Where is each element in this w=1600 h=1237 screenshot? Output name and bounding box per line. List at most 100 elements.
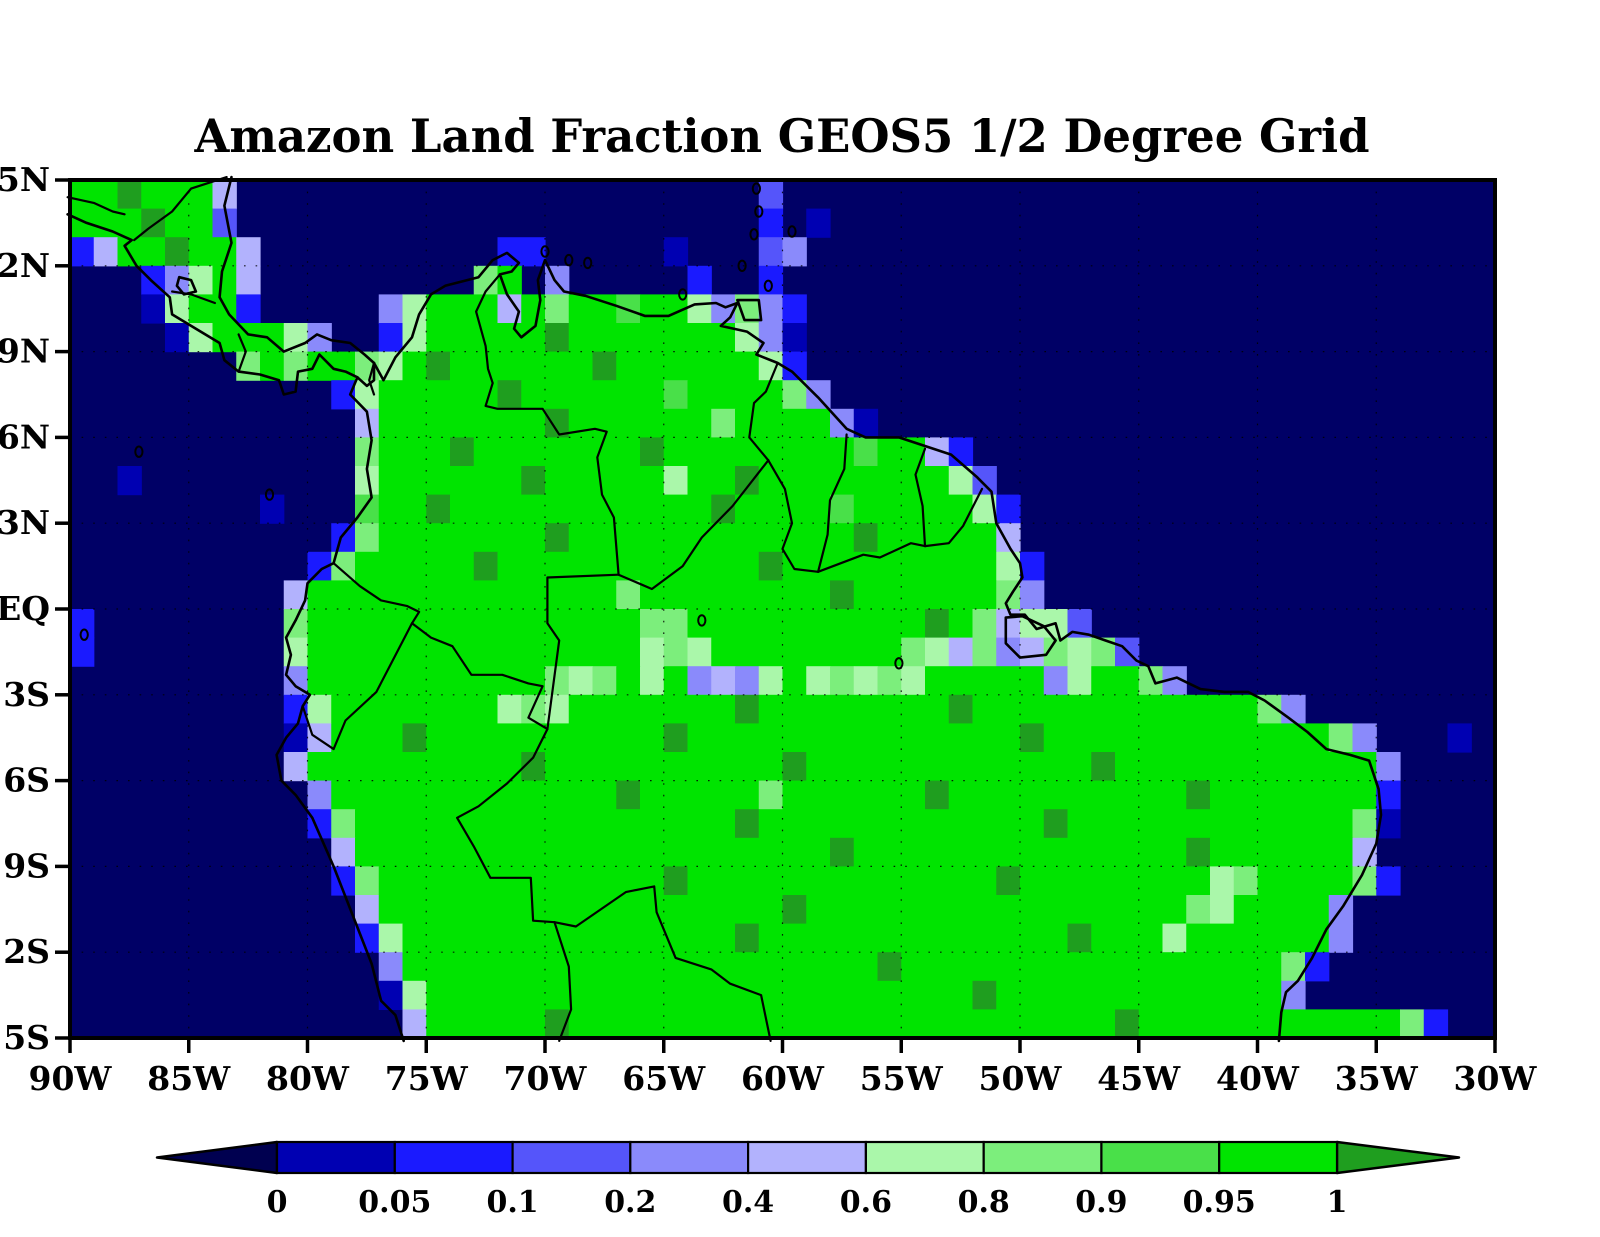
- grid-cell: [735, 666, 760, 696]
- grid-cell: [996, 551, 1021, 581]
- grid-cell: [616, 351, 760, 381]
- grid-cell: [782, 551, 997, 581]
- grid-cell: [877, 666, 902, 696]
- y-axis-label: 9S: [3, 846, 50, 885]
- x-axis-label: 70W: [504, 1059, 588, 1098]
- grid-cell: [117, 466, 142, 496]
- grid-cell: [236, 265, 261, 295]
- grid-cell: [735, 694, 760, 724]
- grid-cell: [141, 208, 166, 238]
- grid-cell: [117, 237, 166, 267]
- grid-cell: [1210, 866, 1235, 896]
- grid-cell: [640, 580, 831, 610]
- grid-cell: [1186, 780, 1211, 810]
- grid-cell: [663, 723, 689, 753]
- grid-cell: [307, 609, 641, 639]
- grid-cell: [853, 437, 879, 467]
- grid-cell: [188, 294, 237, 324]
- country-border: [617, 459, 770, 591]
- grid-cell: [1020, 609, 1069, 639]
- grid-cell: [1043, 723, 1330, 753]
- grid-cell: [640, 780, 760, 810]
- grid-cell: [592, 351, 617, 381]
- country-border: [923, 487, 984, 548]
- x-axis-label: 90W: [29, 1059, 113, 1098]
- grid-cell: [1020, 723, 1045, 753]
- grid-cell: [283, 752, 309, 782]
- grid-cell: [616, 580, 641, 610]
- grid-cell: [663, 666, 689, 696]
- small-island: [787, 225, 797, 238]
- colorbar-segment: [629, 1140, 750, 1175]
- y-axis-label: 15S: [0, 1018, 50, 1057]
- grid-cell: [283, 723, 309, 753]
- colorbar-segment: [393, 1140, 514, 1175]
- grid-cell: [402, 923, 736, 953]
- country-border: [767, 459, 820, 573]
- grid-cell: [1091, 666, 1140, 696]
- colorbar-boundary-label: 0.95: [1183, 1185, 1256, 1220]
- grid-cell: [853, 523, 879, 553]
- grid-cell: [948, 780, 1187, 810]
- grid-cell: [640, 666, 665, 696]
- grid-cell: [782, 752, 807, 782]
- grid-cell: [1067, 666, 1092, 696]
- grid-cell: [378, 380, 499, 410]
- grid-cell: [355, 551, 475, 581]
- x-axis-label: 80W: [266, 1059, 350, 1098]
- grid-cell: [426, 494, 451, 524]
- grid-cell: [378, 323, 404, 353]
- grid-cell: [948, 609, 974, 639]
- colorbar-boundary-label: 0.9: [1075, 1185, 1127, 1220]
- grid-cell: [901, 952, 1282, 982]
- coastline-south-america-east: [372, 251, 1383, 1043]
- grid-cell: [758, 294, 784, 324]
- grid-cell: [996, 866, 1021, 896]
- small-island: [264, 488, 275, 501]
- grid-cell: [806, 895, 1187, 925]
- grid-cell: [378, 523, 546, 553]
- grid-cell: [93, 237, 119, 267]
- grid-cell: [165, 208, 214, 238]
- grid-cell: [426, 351, 451, 381]
- grid-cell: [972, 637, 997, 667]
- grid-cell: [355, 523, 380, 553]
- grid-cell: [758, 923, 1069, 953]
- grid-cell: [307, 580, 617, 610]
- grid-cell: [1186, 837, 1211, 867]
- small-island: [134, 445, 144, 458]
- grid-cell: [972, 694, 1259, 724]
- grid-cell: [426, 294, 499, 324]
- grid-cell: [378, 980, 404, 1010]
- grid-cell: [735, 809, 760, 839]
- grid-cell: [735, 923, 760, 953]
- grid-cell: [830, 494, 855, 524]
- grid-cell: [378, 923, 404, 953]
- coastline-central-america-pacific: [66, 213, 359, 396]
- grid-cell: [1257, 866, 1354, 896]
- grid-cell: [568, 694, 736, 724]
- grid-cell: [687, 723, 1021, 753]
- grid-cell: [355, 809, 736, 839]
- grid-cell: [782, 895, 807, 925]
- grid-cell: [545, 466, 665, 496]
- x-axis-label: 35W: [1335, 1059, 1419, 1098]
- grid-cell: [450, 494, 712, 524]
- grid-cell: [378, 408, 546, 438]
- grid-cell: [188, 265, 214, 295]
- grid-cell: [426, 980, 974, 1010]
- grid-cell: [568, 323, 736, 353]
- x-axis-label: 75W: [385, 1059, 469, 1098]
- grid-cell: [165, 294, 190, 324]
- country-border: [914, 447, 927, 548]
- grid-cell: [1138, 1009, 1401, 1039]
- grid-cell: [711, 408, 736, 438]
- grid-cell: [1447, 723, 1472, 753]
- grid-cell: [402, 723, 427, 753]
- coastline-trinidad: [736, 298, 763, 322]
- country-border: [553, 921, 573, 1043]
- y-axis-label: 6N: [0, 417, 50, 456]
- country-border: [410, 622, 549, 731]
- grid-cell: [830, 580, 855, 610]
